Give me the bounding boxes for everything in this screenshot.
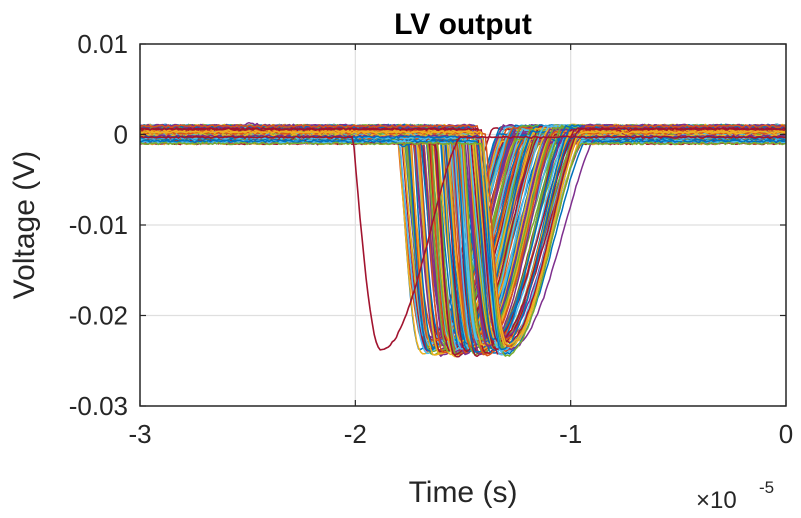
data-traces [139,121,787,358]
y-axis-label: Voltage (V) [8,151,41,299]
voltage-trace [139,139,787,355]
voltage-trace [139,141,787,357]
y-tick-label: -0.01 [69,210,128,240]
y-tick-label: 0.01 [77,29,128,59]
axis-ticks [139,43,787,407]
y-tick-label: -0.03 [69,391,128,421]
chart-title: LV output [394,8,532,41]
x-multiplier-base: ×10 [696,487,737,514]
x-tick-label: -1 [559,419,582,449]
y-tick-label: -0.02 [69,301,128,331]
x-tick-label: -3 [128,419,151,449]
x-tick-label: -2 [344,419,367,449]
x-axis-label: Time (s) [409,476,518,509]
x-tick-label: 0 [779,419,793,449]
voltage-trace [139,121,787,340]
voltage-trace [140,130,787,346]
voltage-trace [139,124,787,340]
voltage-trace [139,127,787,344]
x-multiplier-exponent: -5 [759,478,774,497]
y-tick-label: 0 [114,120,128,150]
outlier-voltage-trace [139,135,787,351]
